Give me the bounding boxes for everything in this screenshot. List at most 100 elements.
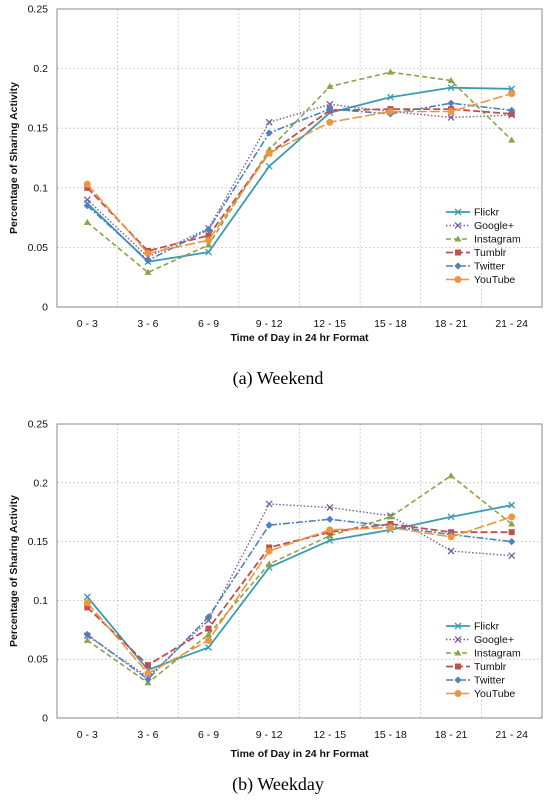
y-tick-label: 0.2 [33,477,48,489]
data-point-instagram [144,268,152,275]
data-point-youtube [83,180,91,188]
legend-marker-twitter [454,676,462,684]
data-point-instagram [205,241,213,248]
data-point-instagram [326,532,334,539]
data-point-youtube [326,118,334,126]
data-point-instagram [205,631,213,638]
data-point-twitter [204,225,213,234]
legend-marker-google [454,636,462,643]
data-point-google [447,114,455,121]
data-point-instagram [447,77,455,84]
data-point-youtube [386,108,394,116]
data-point-google [83,196,91,204]
data-point-google [326,504,334,511]
y-tick-label: 0.15 [28,123,49,135]
y-tick-label: 0.1 [33,182,48,194]
data-point-flickr [83,593,91,601]
y-tick-label: 0.05 [28,654,49,666]
data-point-youtube [447,108,455,116]
y-tick-label: 0.05 [28,242,49,254]
data-point-flickr [265,162,273,170]
data-point-youtube [144,669,152,677]
y-axis-title: Percentage of Sharing Activity [8,495,20,647]
data-point-youtube [205,636,213,644]
data-point-twitter [83,202,91,210]
data-point-instagram [386,68,394,75]
series-line-flickr [86,504,512,671]
chart-panel-weekday: 0 0.05 0.1 0.15 0.2 0.25 0 - 3 3 - 6 6 - 9 9 - 12… [8,419,543,795]
figure-caption: (b) Weekday [232,774,324,795]
legend-marker-tumblr [455,249,461,256]
series-line-twitter [86,102,512,262]
data-point-twitter [144,256,152,265]
data-point-instagram [508,520,516,527]
data-point-flickr [386,93,394,101]
x-tick-label: 21 - 24 [495,729,528,741]
x-tick-label: 9 - 12 [256,318,283,330]
data-point-tumblr [205,625,212,632]
data-point-tumblr [205,232,212,239]
data-point-youtube [265,149,273,157]
data-point-instagram [83,636,91,643]
data-point-tumblr [144,662,151,669]
x-tick-label: 21 - 24 [495,318,528,330]
data-point-instagram [326,82,334,89]
data-point-youtube [508,513,516,521]
legend-label-flickr: Flickr [474,621,500,633]
x-axis-title: Time of Day in 24 hr Format [230,748,369,760]
data-point-flickr [205,643,213,651]
legend-label-flickr: Flickr [474,207,500,219]
data-point-google [265,118,273,126]
legend-label-google: Google+ [474,220,514,232]
y-tick-label: 0.15 [28,536,49,548]
x-tick-label: 0 - 3 [77,729,98,741]
y-tick-label: 0 [42,713,48,725]
data-point-google [265,500,273,508]
data-point-flickr [447,84,455,92]
series-line-google [86,103,512,258]
series-line-twitter [86,518,512,680]
data-point-youtube [265,547,273,555]
data-point-instagram [508,136,516,143]
x-tick-label: 6 - 9 [198,318,219,330]
data-point-instagram [447,472,455,479]
data-point-youtube [386,523,394,531]
chart-panel-weekend: 0 0.05 0.1 0.15 0.2 0.25 0 - 3 3 - 6 6 - 9 9 - 12… [8,4,543,389]
legend-marker-youtube [454,276,462,283]
data-point-flickr [326,536,334,544]
legend-marker-instagram [454,649,462,656]
legend-label-youtube: YouTube [474,688,515,700]
x-tick-label: 15 - 18 [374,729,407,741]
data-point-instagram [265,560,273,567]
data-point-twitter [326,515,334,523]
legend-label-youtube: YouTube [474,274,515,286]
legend-label-instagram: Instagram [474,234,521,246]
data-point-twitter [83,630,91,639]
data-point-tumblr [84,184,91,191]
legend-marker-google [454,222,462,229]
figure-caption: (a) Weekend [233,368,324,389]
y-tick-label: 0 [42,302,48,314]
data-point-tumblr [266,544,273,551]
y-tick-label: 0.25 [28,419,49,431]
legend-label-twitter: Twitter [474,261,505,273]
legend-marker-youtube [454,690,462,697]
y-tick-label: 0.1 [33,595,48,607]
data-point-instagram [386,513,394,520]
data-point-twitter [265,129,273,137]
legend-marker-flickr [454,208,462,216]
x-tick-label: 15 - 18 [374,318,407,330]
series-line-flickr [86,86,512,263]
x-tick-label: 9 - 12 [256,729,283,741]
data-point-youtube [205,236,213,244]
legend-label-tumblr: Tumblr [474,661,507,673]
data-point-twitter [508,538,516,546]
data-point-twitter [144,675,152,683]
legend-label-google: Google+ [474,634,514,646]
plot-frame [56,423,543,719]
y-tick-label: 0.25 [28,4,49,16]
data-point-youtube [508,90,516,98]
data-point-tumblr [84,604,91,611]
data-point-instagram [83,218,91,225]
